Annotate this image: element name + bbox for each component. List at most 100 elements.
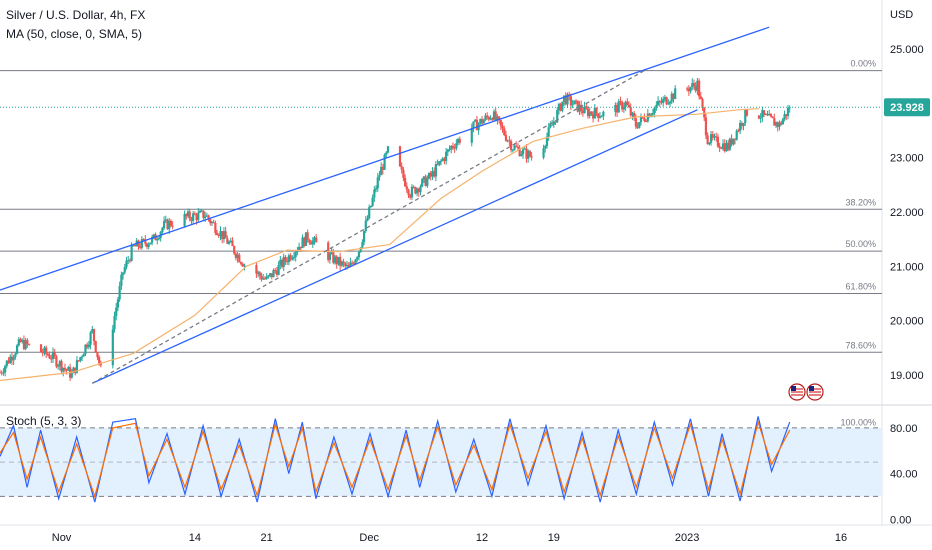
candle-up[interactable] — [778, 120, 781, 131]
candle-up[interactable] — [663, 94, 667, 102]
candle-up[interactable] — [691, 78, 694, 91]
candle-up[interactable] — [744, 108, 747, 127]
candle-down[interactable] — [214, 220, 217, 236]
candle-up[interactable] — [521, 146, 525, 159]
candle-up[interactable] — [527, 149, 530, 163]
candle-down[interactable] — [347, 262, 350, 268]
candle-down[interactable] — [780, 120, 783, 126]
candle-up[interactable] — [761, 106, 764, 123]
candle-up[interactable] — [279, 255, 282, 270]
candle-up[interactable] — [186, 208, 190, 218]
candle-up[interactable] — [313, 235, 316, 245]
candle-down[interactable] — [660, 97, 663, 105]
candle-down[interactable] — [509, 139, 513, 153]
candle-up[interactable] — [742, 122, 745, 131]
candle-up[interactable] — [162, 216, 166, 230]
candle-up[interactable] — [383, 153, 386, 171]
candle-down[interactable] — [581, 107, 584, 117]
symbol-title[interactable]: Silver / U.S. Dollar, 4h, FX — [6, 8, 146, 22]
candle-down[interactable] — [491, 117, 494, 122]
candle-up[interactable] — [552, 116, 555, 128]
candle-up[interactable] — [87, 341, 90, 350]
candle-down[interactable] — [226, 235, 229, 245]
candle-down[interactable] — [260, 272, 263, 282]
candle-up[interactable] — [549, 121, 552, 129]
candle-up[interactable] — [262, 273, 265, 281]
candle-down[interactable] — [65, 368, 68, 375]
candle-down[interactable] — [53, 348, 56, 359]
candle-up[interactable] — [583, 101, 586, 114]
candle-up[interactable] — [349, 257, 352, 268]
candle-up[interactable] — [67, 365, 70, 371]
candle-down[interactable] — [576, 100, 579, 113]
candle-down[interactable] — [96, 351, 99, 360]
candle-down[interactable] — [633, 110, 636, 121]
candle-down[interactable] — [27, 343, 31, 346]
candle-down[interactable] — [737, 128, 740, 133]
candle-down[interactable] — [404, 174, 407, 188]
candle-down[interactable] — [475, 115, 478, 131]
candle-down[interactable] — [530, 152, 533, 161]
candle-up[interactable] — [374, 185, 378, 193]
candle-up[interactable] — [200, 208, 203, 213]
candle-up[interactable] — [450, 145, 453, 154]
candle-up[interactable] — [472, 121, 475, 133]
candle-up[interactable] — [116, 296, 120, 312]
candle-up[interactable] — [219, 226, 222, 241]
candle-down[interactable] — [458, 136, 461, 145]
candle-up[interactable] — [732, 138, 735, 146]
candle-up[interactable] — [759, 113, 762, 124]
candle-down[interactable] — [716, 133, 720, 148]
candle-down[interactable] — [586, 105, 590, 119]
candle-down[interactable] — [217, 233, 220, 239]
candle-down[interactable] — [286, 257, 289, 265]
candle-down[interactable] — [137, 239, 140, 250]
candle-up[interactable] — [192, 210, 195, 224]
stoch-d-line[interactable] — [0, 419, 791, 499]
candle-down[interactable] — [486, 112, 489, 120]
candle-down[interactable] — [740, 121, 743, 130]
candle-down[interactable] — [45, 345, 48, 358]
candle-up[interactable] — [786, 104, 790, 120]
candle-down[interactable] — [429, 170, 432, 181]
candle-down[interactable] — [757, 114, 761, 120]
candle-down[interactable] — [687, 85, 690, 96]
candle-down[interactable] — [424, 174, 427, 187]
candle-down[interactable] — [26, 338, 29, 348]
candle-down[interactable] — [239, 261, 243, 266]
candle-up[interactable] — [198, 208, 202, 214]
candle-down[interactable] — [224, 226, 227, 239]
candle-up[interactable] — [566, 92, 569, 108]
candle-up[interactable] — [89, 330, 92, 350]
candle-down[interactable] — [785, 114, 788, 121]
candle-down[interactable] — [516, 142, 520, 151]
candle-up[interactable] — [674, 85, 677, 100]
candle-up[interactable] — [222, 227, 226, 243]
candle-up[interactable] — [470, 123, 473, 147]
candle-down[interactable] — [238, 252, 241, 263]
candle-up[interactable] — [183, 210, 186, 228]
candle-down[interactable] — [515, 141, 518, 148]
candle-down[interactable] — [55, 354, 58, 369]
candle-down[interactable] — [776, 121, 779, 132]
candle-up[interactable] — [721, 139, 725, 151]
candle-down[interactable] — [694, 82, 697, 93]
candle-up[interactable] — [448, 145, 451, 152]
candle-down[interactable] — [190, 216, 193, 226]
candle-up[interactable] — [598, 111, 602, 119]
candle-up[interactable] — [121, 272, 125, 280]
candle-up[interactable] — [362, 230, 366, 246]
candle-up[interactable] — [385, 151, 388, 158]
candle-up[interactable] — [371, 194, 374, 207]
candle-up[interactable] — [668, 100, 672, 108]
candle-up[interactable] — [479, 118, 482, 126]
candle-down[interactable] — [284, 255, 287, 265]
candle-up[interactable] — [455, 139, 458, 151]
candle-up[interactable] — [421, 177, 424, 188]
candle-down[interactable] — [48, 351, 51, 360]
candle-up[interactable] — [456, 137, 460, 146]
candle-down[interactable] — [339, 252, 342, 271]
candle-down[interactable] — [698, 78, 701, 100]
candle-down[interactable] — [263, 276, 267, 280]
candle-down[interactable] — [766, 110, 769, 117]
